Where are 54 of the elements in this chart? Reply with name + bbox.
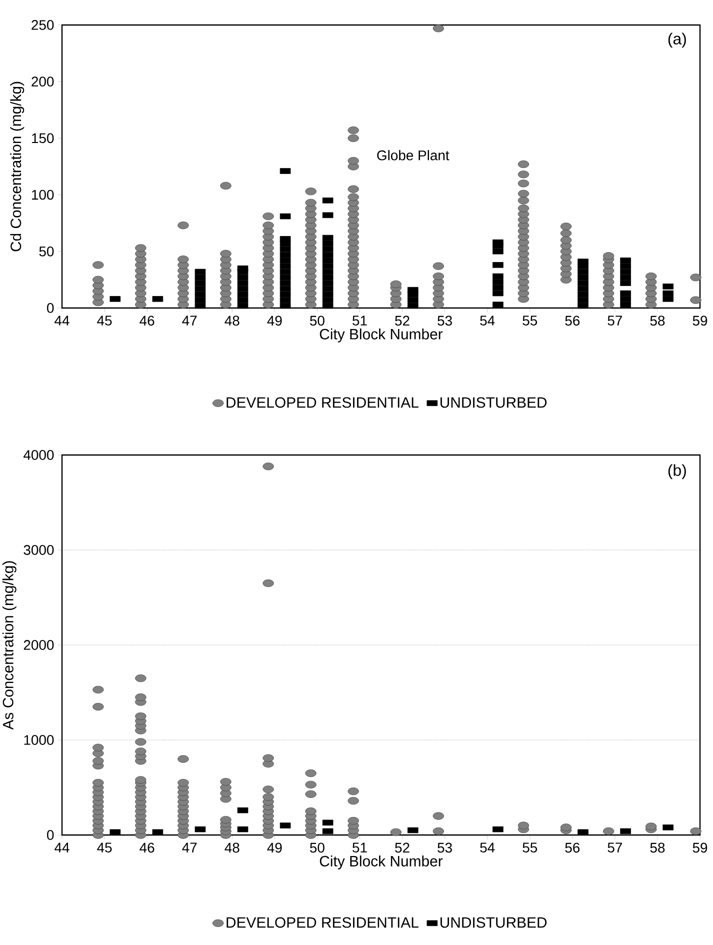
x-tick-label: 50 bbox=[310, 842, 324, 853]
x-tick-label: 57 bbox=[608, 316, 622, 326]
legend-label: DEVELOPED RESIDENTIAL bbox=[226, 917, 418, 928]
x-tick-label: 49 bbox=[267, 316, 282, 326]
x-tick-label: 52 bbox=[395, 316, 410, 326]
x-tick-label: 54 bbox=[480, 316, 495, 326]
annotation: (b) bbox=[668, 464, 686, 480]
x-tick-label: 48 bbox=[224, 316, 240, 326]
x-tick-label: 49 bbox=[267, 842, 282, 853]
x-tick-label: 57 bbox=[608, 842, 622, 853]
x-tick-label: 55 bbox=[522, 316, 538, 326]
x-tick-label: 59 bbox=[692, 316, 708, 326]
annotation: (a) bbox=[668, 32, 686, 48]
x-tick-label: 51 bbox=[352, 316, 367, 326]
legend-label: UNDISTURBED bbox=[440, 397, 547, 408]
x-tick-label: 47 bbox=[182, 316, 197, 326]
x-tick-label: 47 bbox=[182, 842, 197, 852]
x-tick-label: 45 bbox=[97, 842, 112, 853]
x-tick-label: 44 bbox=[54, 842, 70, 852]
y-axis-title: Cd Concentration (mg/kg) bbox=[10, 82, 24, 252]
x-tick-label: 53 bbox=[438, 842, 452, 853]
y-tick-label: 250 bbox=[32, 20, 54, 30]
x-tick-label: 50 bbox=[310, 316, 324, 326]
x-tick-label: 52 bbox=[395, 842, 410, 853]
legend-label: DEVELOPED RESIDENTIAL bbox=[226, 397, 418, 408]
x-tick-label: 53 bbox=[438, 316, 452, 326]
y-tick-label: 3000 bbox=[24, 545, 54, 555]
x-tick-label: 44 bbox=[54, 316, 70, 326]
y-axis-title: As Concentration (mg/kg) bbox=[2, 561, 16, 730]
annotation: Globe Plant bbox=[377, 150, 450, 160]
y-tick-label: 2000 bbox=[24, 640, 54, 650]
y-tick-label: 150 bbox=[32, 133, 54, 144]
x-tick-label: 54 bbox=[480, 842, 495, 853]
x-tick-label: 56 bbox=[565, 316, 580, 326]
y-tick-label: 200 bbox=[32, 76, 54, 87]
y-tick-label: 4000 bbox=[24, 450, 54, 460]
y-tick-label: 100 bbox=[32, 190, 54, 200]
y-tick-label: 50 bbox=[39, 246, 54, 256]
x-tick-label: 51 bbox=[352, 842, 367, 853]
x-tick-label: 59 bbox=[692, 842, 708, 853]
x-tick-label: 45 bbox=[97, 316, 112, 326]
x-tick-label: 46 bbox=[140, 842, 154, 853]
x-axis-title: City Block Number bbox=[320, 328, 443, 342]
x-tick-label: 55 bbox=[522, 842, 538, 853]
x-tick-label: 48 bbox=[224, 842, 240, 853]
x-tick-label: 58 bbox=[650, 316, 665, 326]
y-tick-label: 0 bbox=[47, 303, 54, 313]
x-tick-label: 58 bbox=[650, 842, 665, 853]
x-tick-label: 46 bbox=[140, 316, 154, 326]
legend-label: UNDISTURBED bbox=[440, 917, 547, 928]
x-axis-title: City Block Number bbox=[320, 855, 443, 870]
y-tick-label: 1000 bbox=[24, 735, 54, 745]
x-tick-label: 56 bbox=[565, 842, 580, 853]
y-tick-label: 0 bbox=[47, 830, 54, 840]
